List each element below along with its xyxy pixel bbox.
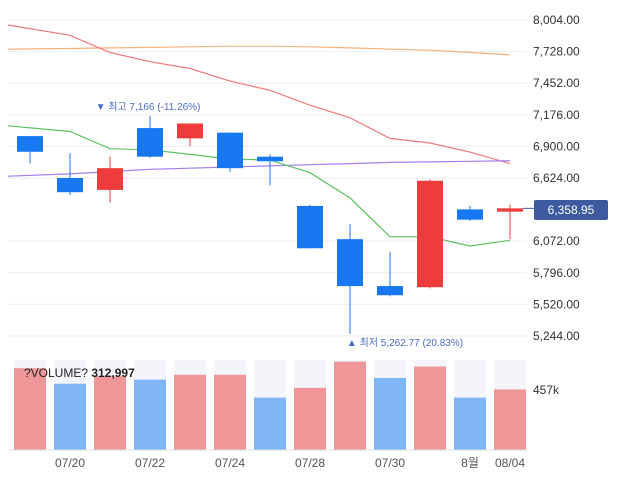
candle-body	[257, 156, 283, 162]
y-tick-label: 7,728.00	[533, 45, 580, 59]
last-price-badge: 6,358.95	[534, 200, 608, 220]
volume-bar	[54, 383, 86, 450]
volume-bar	[494, 389, 526, 450]
volume-bar	[94, 376, 126, 450]
max-price-label: ▼ 최고 7,166 (-11.26%)	[96, 101, 201, 113]
ma-mid-line	[7, 24, 511, 165]
candle-body	[97, 168, 123, 190]
y-tick-label: 6,900.00	[533, 139, 580, 153]
y-tick-label: 5,520.00	[533, 297, 580, 311]
volume-bar	[14, 368, 46, 450]
volume-bar	[334, 361, 366, 450]
candle-body	[497, 208, 523, 212]
y-tick-label: 6,072.00	[533, 234, 580, 248]
volume-axis-label: 457k	[533, 383, 560, 397]
x-tick-label: 07/24	[215, 456, 245, 470]
candle-body	[457, 209, 483, 220]
x-tick-label: 07/30	[375, 456, 405, 470]
candle-body	[177, 123, 203, 139]
volume-bar	[214, 374, 246, 450]
candle-body	[17, 136, 43, 152]
candle-body	[57, 178, 83, 193]
candle-body	[417, 180, 443, 288]
candle-body	[377, 286, 403, 296]
volume-title-value: 312,997	[91, 366, 135, 380]
ma-long-line	[7, 45, 511, 56]
volume-bar	[374, 378, 406, 450]
x-tick-label: 07/22	[135, 456, 165, 470]
ma-flat-line	[7, 160, 511, 177]
volume-bar	[174, 374, 206, 450]
volume-bar	[414, 366, 446, 450]
y-tick-label: 6,624.00	[533, 171, 580, 185]
min-price-label: ▲ 최저 5,262.77 (20.83%)	[347, 337, 463, 349]
x-tick-label: 07/20	[55, 456, 85, 470]
candle-body	[337, 239, 363, 287]
x-tick-label: 08/04	[495, 456, 525, 470]
candle-body	[217, 132, 243, 169]
y-tick-label: 5,796.00	[533, 266, 580, 280]
candle-body	[137, 128, 163, 157]
y-tick-label: 7,176.00	[533, 108, 580, 122]
volume-title: ?VOLUME? 312,997	[24, 366, 135, 380]
x-tick-label: 07/28	[295, 456, 325, 470]
y-tick-label: 8,004.00	[533, 13, 580, 27]
x-tick-label: 8월	[461, 456, 479, 470]
volume-bar	[254, 397, 286, 450]
volume-bar	[294, 387, 326, 450]
volume-title-label: ?VOLUME?	[24, 366, 89, 380]
volume-bar	[134, 379, 166, 450]
volume-bar	[454, 397, 486, 450]
y-tick-label: 5,244.00	[533, 329, 580, 343]
candle-body	[297, 205, 323, 249]
y-tick-label: 7,452.00	[533, 76, 580, 90]
